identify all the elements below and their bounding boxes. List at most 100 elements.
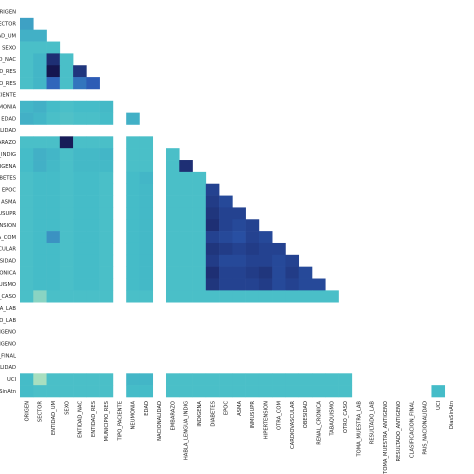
heatmap-cell (272, 385, 286, 398)
heatmap-cell (59, 385, 74, 398)
heatmap-cell (59, 65, 74, 78)
heatmap-cell (73, 373, 87, 386)
heatmap-cell (59, 53, 74, 66)
heatmap-cell (46, 219, 61, 232)
heatmap-cell (205, 278, 220, 291)
heatmap-cell (139, 160, 154, 173)
heatmap-cell (86, 160, 100, 173)
heatmap-cell (258, 385, 273, 398)
heatmap-cell (86, 219, 100, 232)
heatmap-cell (126, 254, 140, 267)
heatmap-cell (258, 278, 273, 291)
x-tick-label: SEXO (64, 401, 70, 415)
x-tick-label: TOMA_MUESTRA_ANTIGENO (383, 401, 389, 474)
heatmap-cell (73, 207, 87, 220)
heatmap-cell (33, 41, 47, 54)
heatmap-cell (245, 266, 260, 279)
heatmap-cell (86, 183, 100, 196)
heatmap-cell (192, 385, 207, 398)
heatmap-cell (126, 136, 140, 149)
heatmap-cell (46, 148, 61, 161)
heatmap-cell (205, 242, 220, 256)
heatmap-cell (219, 195, 233, 208)
x-tick-label: INDIGENA (197, 401, 203, 427)
y-tick-label: UCI (7, 377, 16, 383)
heatmap-cell (33, 112, 47, 125)
heatmap-cell (59, 195, 74, 208)
x-tick-label: ENTIDAD_UM (51, 401, 57, 435)
heatmap-cell (20, 112, 34, 125)
x-tick-label: DiasSinAtn (449, 401, 455, 429)
x-tick-label: RENAL_CRONICA (316, 401, 322, 445)
heatmap-cell (139, 171, 154, 185)
heatmap-cell (20, 160, 34, 173)
heatmap-cell (431, 385, 446, 398)
x-tick-label: OTRO_CASO (343, 401, 349, 433)
x-tick-label: EDAD (144, 401, 150, 416)
heatmap-cell (20, 183, 34, 196)
y-tick-label: TOMA_MUESTRA_ANTIGENO (0, 330, 16, 336)
heatmap-cell (73, 160, 87, 173)
heatmap-cell (192, 242, 207, 256)
heatmap-cell (73, 77, 87, 90)
heatmap-cell (192, 219, 207, 232)
heatmap-cell (33, 148, 47, 161)
heatmap-cell (86, 231, 100, 244)
heatmap-cell (59, 77, 74, 90)
heatmap-cell (272, 373, 286, 386)
heatmap-cell (192, 207, 207, 220)
heatmap-cell (179, 266, 193, 279)
heatmap-cell (99, 242, 114, 256)
heatmap-cell (86, 136, 100, 149)
y-tick-label: INMUSUPR (0, 211, 16, 217)
y-tick-label: TIPO_PACIENTE (0, 93, 16, 99)
y-tick-label: CARDIOVASCULAR (0, 247, 16, 253)
heatmap-cell (245, 254, 260, 267)
heatmap-cell (20, 148, 34, 161)
heatmap-cell (46, 254, 61, 267)
y-tick-label: EPOC (2, 187, 16, 193)
heatmap-cell (179, 195, 193, 208)
heatmap-cell (219, 231, 233, 244)
heatmap-cell (166, 160, 180, 173)
heatmap-cell (86, 171, 100, 185)
heatmap-cell (73, 254, 87, 267)
heatmap-cell (272, 254, 286, 267)
y-tick-label: ENTIDAD_NAC (0, 57, 16, 63)
heatmap-cell (245, 373, 260, 386)
heatmap-cell (126, 242, 140, 256)
heatmap-cell (20, 242, 34, 256)
y-tick-label: TOMA_MUESTRA_LAB (0, 306, 16, 312)
heatmap-cell (285, 278, 300, 291)
heatmap-cell (312, 373, 326, 386)
heatmap-cell (126, 112, 140, 125)
heatmap-cell (46, 385, 61, 398)
heatmap-cell (99, 160, 114, 173)
x-tick-label: NACIONALIDAD (157, 401, 163, 441)
heatmap-cell (33, 385, 47, 398)
heatmap-cell (73, 290, 87, 303)
heatmap-cell (20, 278, 34, 291)
heatmap-cell (59, 219, 74, 232)
y-tick-label: TABAQUISMO (0, 282, 16, 288)
x-tick-label: MUNICIPIO_RES (104, 401, 110, 441)
heatmap-cell (166, 148, 180, 161)
heatmap-cell (285, 290, 300, 303)
x-tick-label: ENTIDAD_RES (91, 401, 97, 437)
heatmap-cell (126, 385, 140, 398)
heatmap-cell (46, 373, 61, 386)
heatmap-cell (86, 77, 100, 90)
x-tick-label: SECTOR (38, 401, 44, 422)
heatmap-cell (73, 171, 87, 185)
heatmap-cell (46, 160, 61, 173)
heatmap-cell (179, 207, 193, 220)
heatmap-cell (126, 266, 140, 279)
heatmap-cell (166, 231, 180, 244)
heatmap-cell (33, 29, 47, 42)
heatmap-cell (73, 385, 87, 398)
heatmap-cell (33, 77, 47, 90)
heatmap-cell (205, 385, 220, 398)
heatmap-cell (219, 242, 233, 256)
heatmap-cell (338, 373, 353, 386)
y-tick-label: SECTOR (0, 22, 16, 28)
